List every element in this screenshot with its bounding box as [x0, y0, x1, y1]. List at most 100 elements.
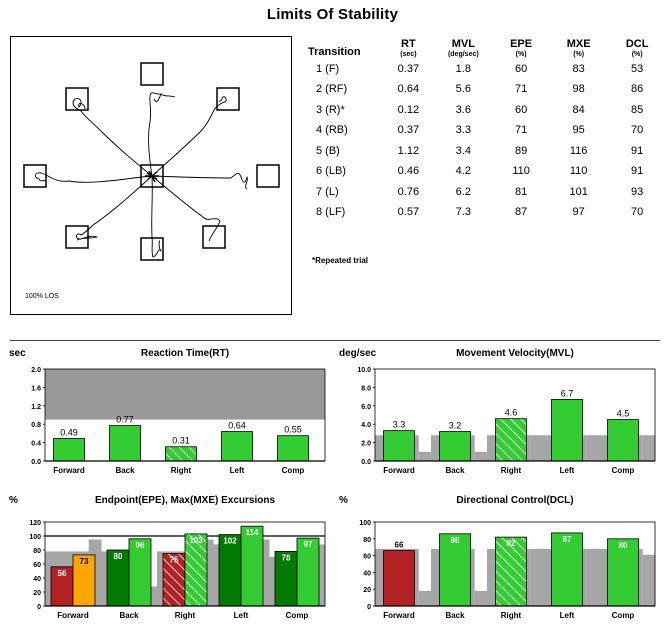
table-row: 7 (L) 0.76 6.2 81 101 93: [308, 182, 665, 203]
chart-title: Reaction Time(RT): [141, 348, 229, 359]
y-tick-label: 2.0: [361, 441, 371, 448]
norm-band: [530, 435, 544, 461]
header-mxe: MXE (%): [566, 38, 591, 58]
norm-band: [418, 451, 432, 461]
value-cell: 0.37: [397, 124, 420, 137]
y-tick-label: 20: [363, 587, 371, 594]
value-cell: 116: [569, 144, 588, 157]
table-body: 1 (F) 0.37 1.8 60 83 53 2 (RF) 0.64 5.6 71 98 86 3 (…: [308, 59, 665, 223]
bar: [383, 550, 415, 607]
sway-path-right-back: [151, 175, 221, 242]
sway-path-forward: [148, 92, 176, 177]
target-box-top-left: [65, 87, 89, 111]
data-label: 3.2: [449, 421, 462, 431]
value-cell: 83: [572, 62, 585, 75]
data-label: 80: [114, 552, 123, 561]
data-label: 103: [189, 536, 203, 545]
data-label: 56: [58, 569, 67, 578]
bar: [165, 446, 197, 462]
chart-directional-control: % Directional Control(DCL) 0 20 40 60 80 100 66 8…: [339, 495, 656, 620]
y-unit-label: deg/sec: [339, 348, 377, 359]
value-cell: 85: [631, 103, 644, 116]
norm-band: [642, 554, 656, 606]
x-tick-label: Forward: [53, 466, 85, 475]
sway-path-right: [151, 172, 248, 190]
bar: [221, 431, 253, 462]
x-tick-label: Right: [501, 611, 522, 620]
los-trace-panel: 100% LOS: [10, 36, 292, 315]
value-cell: 3.6: [455, 103, 471, 116]
value-cell: 0.46: [397, 165, 420, 178]
value-cell: 110: [569, 165, 588, 178]
value-cell: 3.3: [455, 124, 471, 137]
norm-band: [474, 451, 488, 461]
value-cell: 81: [514, 185, 528, 198]
data-label: 66: [395, 541, 404, 550]
data-label: 6.7: [561, 388, 574, 398]
data-label: 73: [80, 557, 89, 566]
data-label: 87: [563, 535, 572, 544]
sway-path-back: [151, 175, 162, 258]
data-label: 0.49: [60, 427, 78, 437]
x-tick-label: Back: [119, 611, 139, 620]
norm-band: [586, 435, 600, 461]
value-cell: 87: [514, 206, 528, 219]
x-tick-label: Back: [445, 611, 465, 620]
header-transition: Transition: [308, 46, 361, 59]
bar: [439, 431, 471, 462]
value-cell: 95: [572, 124, 585, 137]
y-tick-label: 4.0: [361, 422, 371, 429]
data-label: 96: [136, 541, 145, 550]
norm-band: [642, 435, 656, 461]
chart-title: Endpoint(EPE), Max(MXE) Excursions: [95, 495, 275, 506]
transition-cell: 5 (B): [316, 144, 340, 157]
x-tick-label: Right: [171, 466, 192, 475]
transition-cell: 8 (LF): [316, 206, 346, 219]
transition-cell: 6 (LB): [316, 165, 346, 178]
sway-path-left: [34, 172, 153, 183]
y-tick-label: 0: [37, 604, 41, 611]
table-header-row: Transition RT (sec) MVL (deg/sec) EPE (%) M…: [308, 38, 665, 59]
y-tick-label: 0.0: [31, 459, 41, 466]
bar: [277, 435, 309, 462]
x-tick-label: Right: [175, 611, 196, 620]
data-label: 97: [304, 540, 313, 549]
y-tick-label: 6.0: [361, 404, 371, 411]
y-tick-label: 40: [33, 576, 41, 583]
data-label: 4.6: [505, 408, 518, 418]
bar: [439, 533, 471, 607]
header-rt: RT (sec): [400, 38, 417, 58]
x-tick-label: Right: [501, 466, 522, 475]
table-row: 8 (LF) 0.57 7.3 87 97 70: [308, 202, 665, 223]
y-tick-label: 100: [359, 520, 371, 527]
value-cell: 91: [631, 165, 644, 178]
value-cell: 91: [631, 144, 644, 157]
y-tick-label: 100: [29, 534, 41, 541]
x-tick-label: Left: [560, 466, 575, 475]
table-footnote: *Repeated trial: [312, 256, 369, 265]
table-row: 1 (F) 0.37 1.8 60 83 53: [308, 59, 665, 80]
page-title: Limits Of Stability: [266, 6, 399, 23]
bar: [551, 398, 583, 462]
y-tick-label: 2.0: [31, 367, 41, 374]
y-tick-label: 1.2: [31, 404, 41, 411]
value-cell: 97: [572, 206, 585, 219]
data-label: 75: [170, 556, 179, 565]
y-tick-label: 8.0: [361, 385, 371, 392]
y-tick-label: 80: [363, 537, 371, 544]
value-cell: 86: [631, 83, 644, 96]
data-label: 0.55: [284, 425, 302, 435]
y-tick-label: 80: [33, 548, 41, 555]
x-tick-label: Left: [560, 611, 575, 620]
los-percent-label: 100% LOS: [25, 293, 59, 300]
los-trace-plot: [23, 62, 280, 261]
value-cell: 0.57: [397, 206, 420, 219]
value-cell: 89: [514, 144, 528, 157]
value-cell: 93: [631, 185, 644, 198]
value-cell: 98: [572, 83, 585, 96]
value-cell: 1.12: [397, 144, 420, 157]
value-cell: 101: [569, 185, 588, 198]
data-label: 102: [223, 537, 237, 546]
sway-center-cluster: [145, 170, 159, 183]
bar: [109, 425, 141, 462]
